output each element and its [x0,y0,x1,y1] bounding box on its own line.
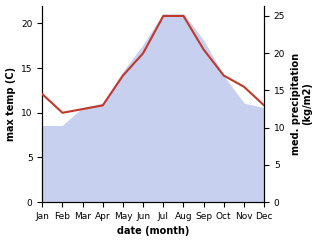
Y-axis label: max temp (C): max temp (C) [5,67,16,141]
X-axis label: date (month): date (month) [117,227,190,236]
Y-axis label: med. precipitation
(kg/m2): med. precipitation (kg/m2) [291,53,313,155]
